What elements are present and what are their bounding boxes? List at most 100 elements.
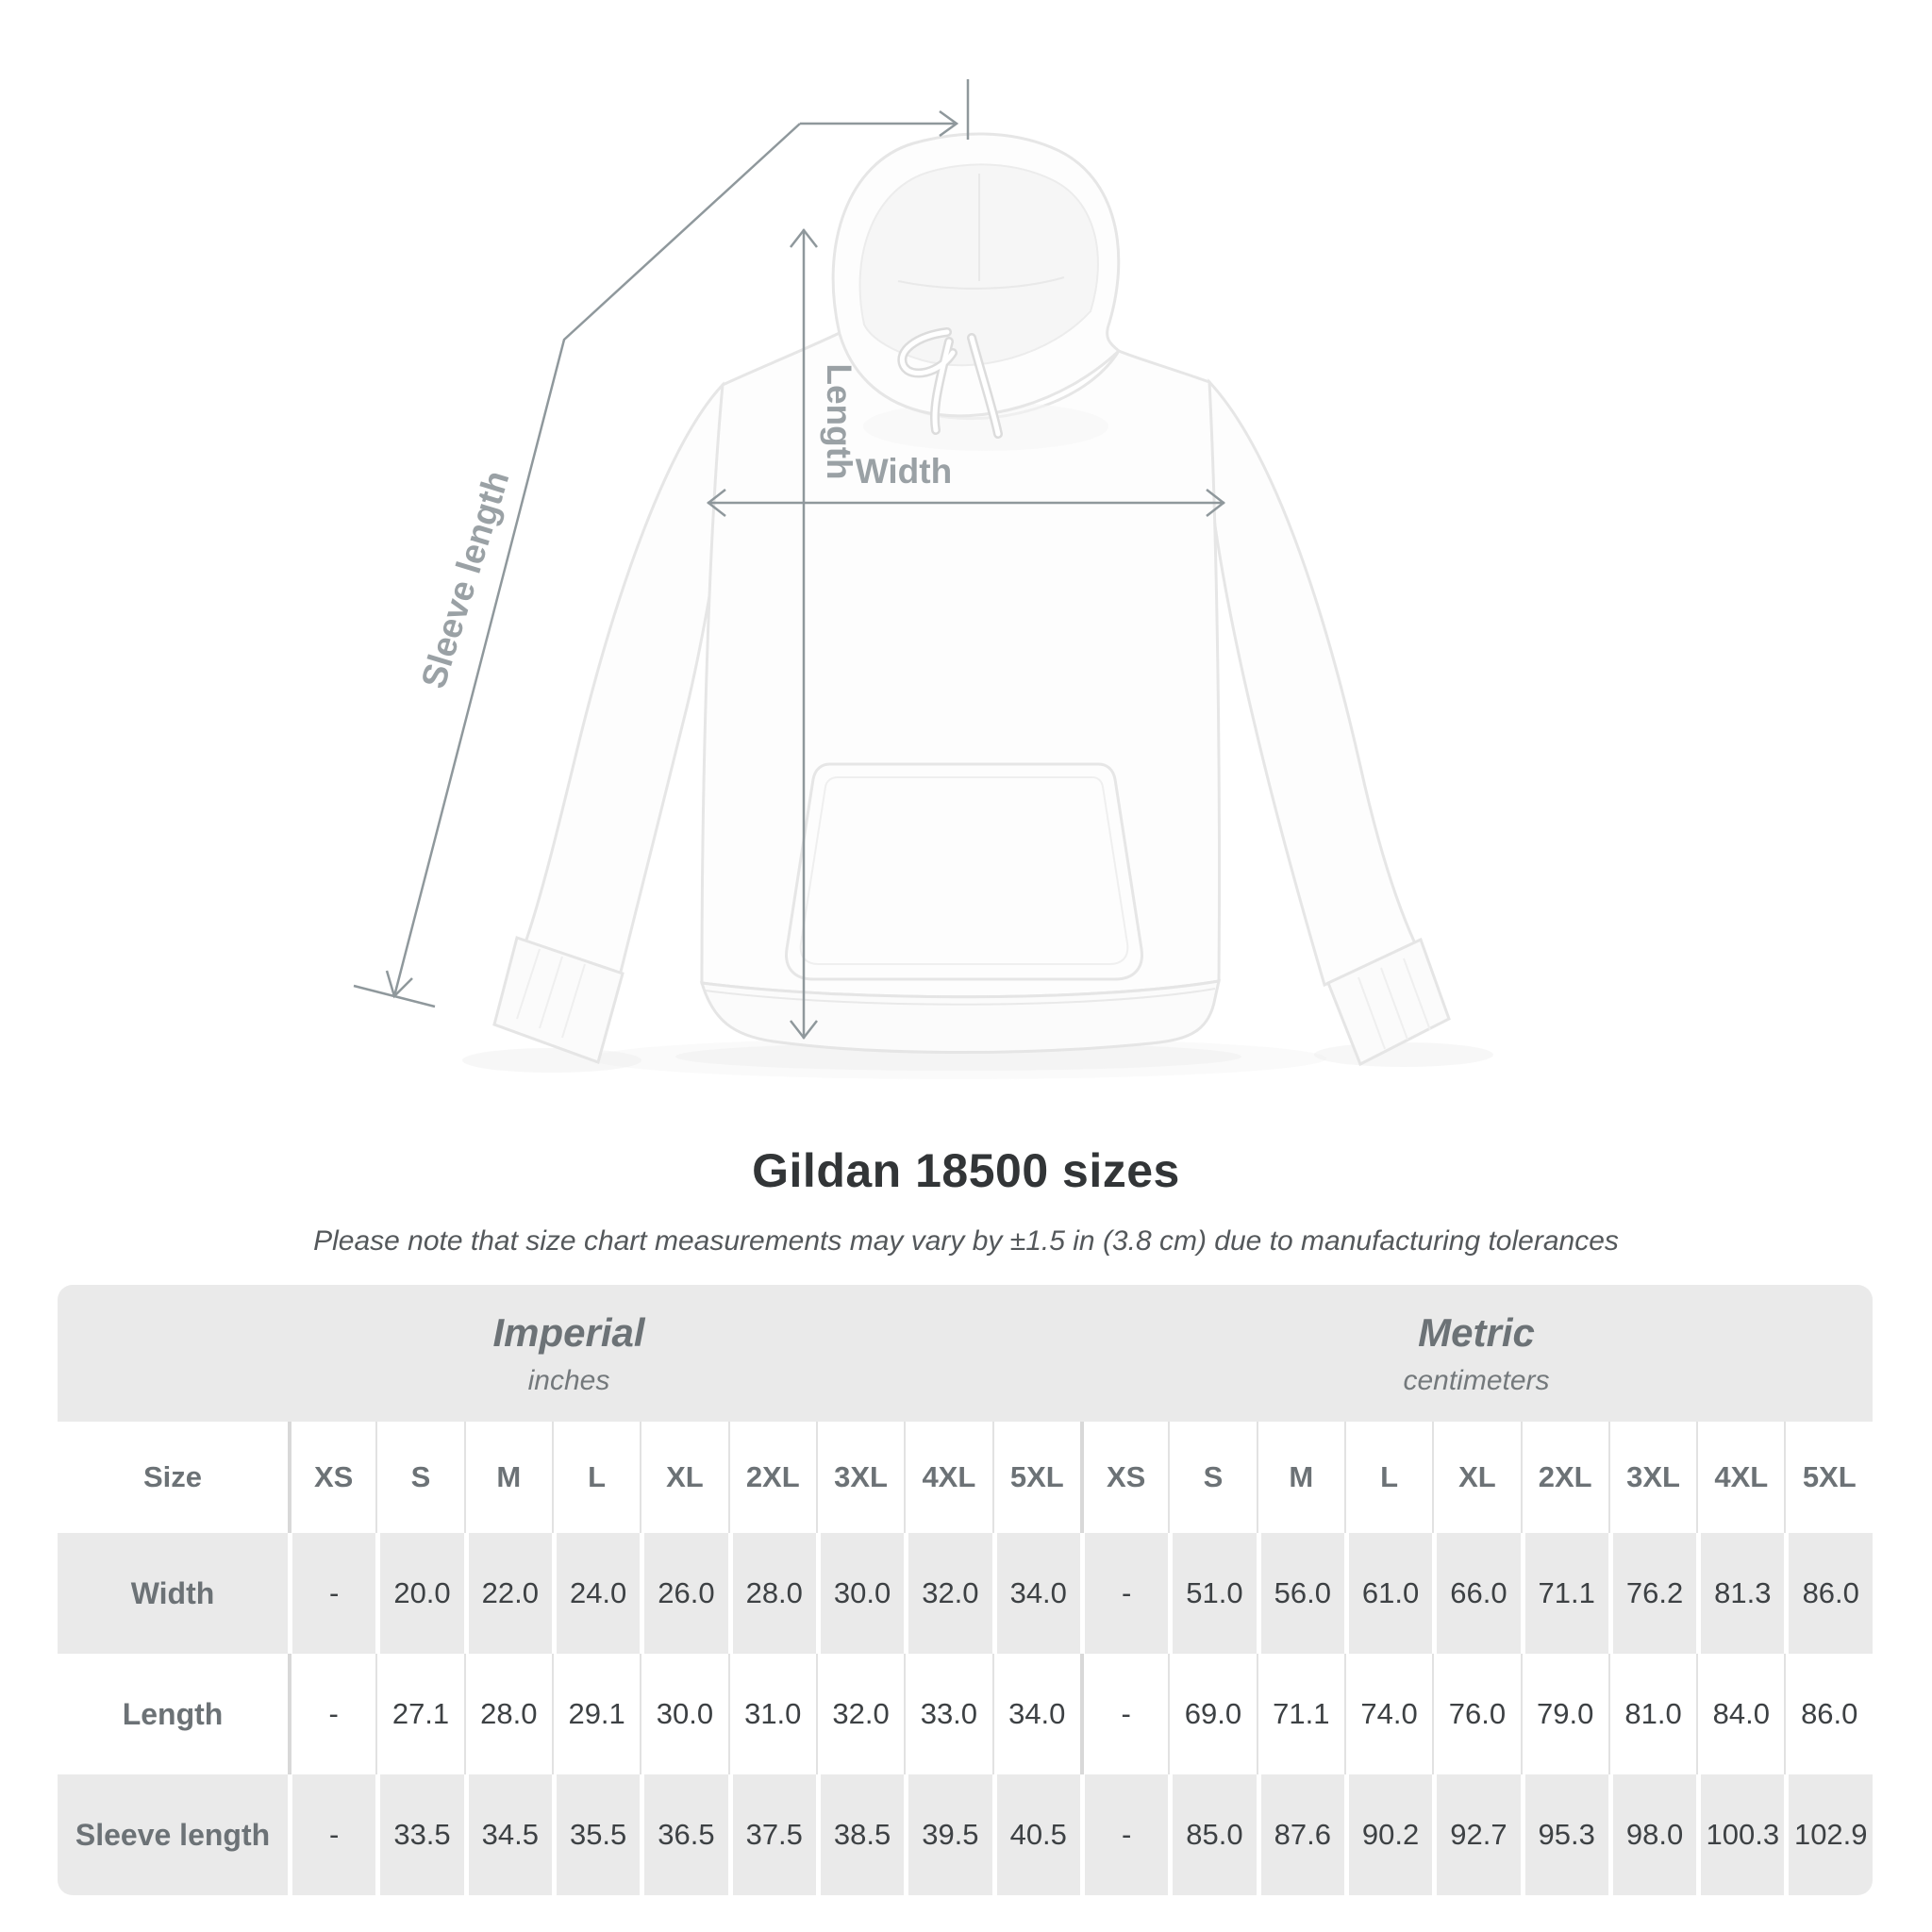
- imperial-unit: inches: [527, 1364, 610, 1396]
- width-label: Width: [856, 452, 952, 491]
- arrowhead-right-icon: [939, 109, 959, 138]
- cuff-rib: [561, 963, 586, 1039]
- cuff-shadow-right: [1314, 1042, 1493, 1067]
- value-cell: 33.0: [904, 1654, 992, 1774]
- row-label: Length: [58, 1654, 289, 1774]
- cuff-rib: [539, 956, 563, 1029]
- drawstring-bow: [899, 329, 956, 375]
- hoodie-right-sleeve: [1208, 378, 1417, 988]
- hoodie-left-cuff: [492, 936, 625, 1064]
- value-cell: 51.0: [1168, 1533, 1257, 1654]
- hoodie-shadow: [675, 1042, 1241, 1071]
- size-cell: L: [1343, 1422, 1433, 1533]
- value-cell: 81.3: [1696, 1533, 1785, 1654]
- value-cell: 34.0: [991, 1533, 1080, 1654]
- sleeve-line-diagonal: [392, 123, 801, 997]
- value-cell: -: [288, 1533, 376, 1654]
- cuff-rib: [516, 948, 541, 1020]
- value-cell: 34.0: [991, 1654, 1080, 1774]
- size-cell: 2XL: [727, 1422, 816, 1533]
- size-cell: 3XL: [1607, 1422, 1697, 1533]
- value-cell: 81.0: [1607, 1654, 1697, 1774]
- value-cell: 32.0: [815, 1654, 905, 1774]
- value-cell: 28.0: [463, 1654, 552, 1774]
- size-cell: S: [1168, 1422, 1257, 1533]
- value-cell: 87.6: [1256, 1774, 1344, 1895]
- size-cell: 4XL: [904, 1422, 992, 1533]
- size-cell: XS: [288, 1422, 376, 1533]
- value-cell: 33.5: [375, 1774, 464, 1895]
- size-cell: 5XL: [1784, 1422, 1873, 1533]
- size-cell: XL: [1432, 1422, 1521, 1533]
- value-cell: 26.0: [640, 1533, 728, 1654]
- value-cell: -: [288, 1654, 376, 1774]
- value-cell: 22.0: [463, 1533, 552, 1654]
- size-cell: S: [375, 1422, 464, 1533]
- size-cell: 3XL: [815, 1422, 905, 1533]
- value-cell: 24.0: [551, 1533, 641, 1654]
- row-label: Width: [58, 1533, 289, 1654]
- value-cell: 36.5: [640, 1774, 728, 1895]
- value-cell: 90.2: [1343, 1774, 1433, 1895]
- value-cell: 30.0: [640, 1654, 728, 1774]
- arrowhead-left-icon: [706, 489, 726, 517]
- value-cell: 84.0: [1696, 1654, 1785, 1774]
- value-cell: 20.0: [375, 1533, 464, 1654]
- size-cell: 5XL: [991, 1422, 1080, 1533]
- value-cell: 98.0: [1607, 1774, 1697, 1895]
- value-cell: 71.1: [1256, 1654, 1344, 1774]
- cuff-rib: [1380, 967, 1408, 1041]
- hoodie-shadow: [591, 1038, 1326, 1079]
- value-cell: 92.7: [1432, 1774, 1521, 1895]
- size-cell: XL: [640, 1422, 728, 1533]
- value-cell: -: [1079, 1774, 1169, 1895]
- table-row-width: Width - 20.0 22.0 24.0 26.0 28.0 30.0 32…: [58, 1533, 1873, 1654]
- size-header-row: Size XS S M L XL 2XL 3XL 4XL 5XL XS S M …: [58, 1422, 1873, 1533]
- back-neck-seam: [897, 276, 1065, 290]
- page-subtitle: Please note that size chart measurements…: [313, 1225, 1619, 1257]
- value-cell: 32.0: [904, 1533, 992, 1654]
- value-cell: 38.5: [815, 1774, 905, 1895]
- value-cell: 74.0: [1343, 1654, 1433, 1774]
- table-row-sleeve-length: Sleeve length - 33.5 34.5 35.5 36.5 37.5…: [58, 1774, 1873, 1895]
- width-annotation: Width: [706, 452, 1226, 517]
- value-cell: 28.0: [727, 1533, 816, 1654]
- value-cell: 69.0: [1168, 1654, 1257, 1774]
- size-chart-table: Imperial inches Metric centimeters Size …: [58, 1285, 1873, 1895]
- value-cell: -: [288, 1774, 376, 1895]
- size-cell: M: [463, 1422, 552, 1533]
- value-cell: 95.3: [1520, 1774, 1608, 1895]
- value-cell: 34.5: [463, 1774, 552, 1895]
- cuff-shadow-left: [462, 1048, 641, 1073]
- hoodie-left-sleeve: [523, 381, 724, 981]
- cuff-rib: [1357, 976, 1386, 1050]
- metric-group-header: Metric centimeters: [1079, 1285, 1873, 1422]
- value-cell: 40.5: [991, 1774, 1080, 1895]
- page-title: Gildan 18500 sizes: [752, 1144, 1180, 1197]
- size-cell: 4XL: [1696, 1422, 1785, 1533]
- value-cell: 29.1: [551, 1654, 641, 1774]
- value-cell: 86.0: [1784, 1533, 1873, 1654]
- value-cell: 102.9: [1784, 1774, 1873, 1895]
- arrowhead-right-icon: [1206, 489, 1226, 517]
- sleeve-end-tick: [353, 984, 436, 1008]
- cuff-rib: [1403, 958, 1431, 1031]
- table-row-length: Length - 27.1 28.0 29.1 30.0 31.0 32.0 3…: [58, 1654, 1873, 1774]
- metric-title: Metric: [1418, 1309, 1535, 1355]
- value-cell: -: [1079, 1533, 1169, 1654]
- length-annotation: Length: [790, 227, 858, 1041]
- value-cell: 100.3: [1696, 1774, 1785, 1895]
- metric-unit: centimeters: [1403, 1364, 1550, 1396]
- arrowhead-up-icon: [790, 227, 818, 248]
- arrowhead-down-icon: [790, 1020, 818, 1041]
- value-cell: 79.0: [1520, 1654, 1608, 1774]
- value-cell: 56.0: [1256, 1533, 1344, 1654]
- drawstring-right: [969, 335, 1001, 437]
- value-cell: 30.0: [815, 1533, 905, 1654]
- value-cell: 86.0: [1784, 1654, 1873, 1774]
- value-cell: 35.5: [551, 1774, 641, 1895]
- length-label: Length: [820, 363, 858, 479]
- size-header-cell: Size: [58, 1422, 289, 1533]
- chest-shading: [863, 402, 1108, 451]
